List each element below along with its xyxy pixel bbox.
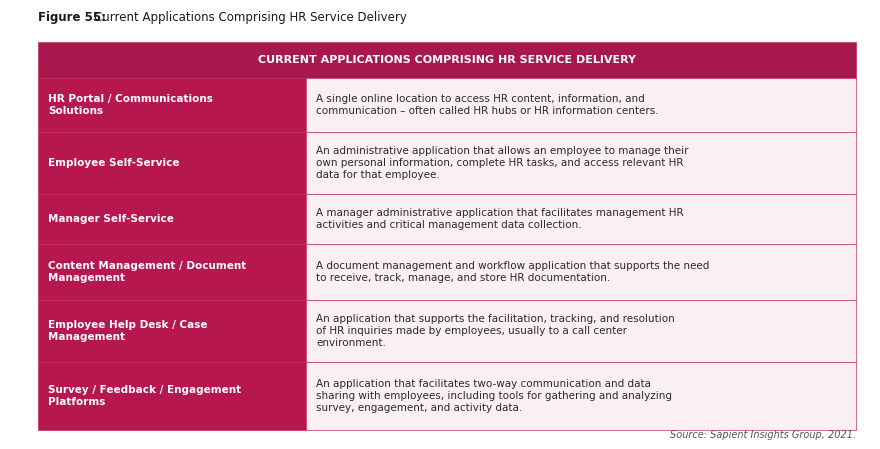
- Bar: [306, 300, 856, 362]
- Text: A manager administrative application that facilitates management HR
activities a: A manager administrative application tha…: [316, 208, 684, 230]
- Text: An administrative application that allows an employee to manage their
own person: An administrative application that allow…: [316, 146, 688, 180]
- Bar: [38, 132, 306, 194]
- Bar: [38, 300, 306, 362]
- Text: A single online location to access HR content, information, and
communication – : A single online location to access HR co…: [316, 94, 658, 116]
- Bar: [306, 194, 856, 244]
- Bar: [38, 194, 306, 244]
- Text: An application that facilitates two-way communication and data
sharing with empl: An application that facilitates two-way …: [316, 379, 672, 413]
- Bar: [306, 78, 856, 132]
- Bar: [306, 244, 856, 300]
- Bar: [306, 132, 856, 194]
- Text: Employee Help Desk / Case
Management: Employee Help Desk / Case Management: [48, 320, 208, 342]
- Text: Survey / Feedback / Engagement
Platforms: Survey / Feedback / Engagement Platforms: [48, 385, 241, 407]
- Text: CURRENT APPLICATIONS COMPRISING HR SERVICE DELIVERY: CURRENT APPLICATIONS COMPRISING HR SERVI…: [258, 55, 636, 65]
- Text: An application that supports the facilitation, tracking, and resolution
of HR in: An application that supports the facilit…: [316, 314, 675, 348]
- Bar: [38, 42, 856, 78]
- Text: HR Portal / Communications
Solutions: HR Portal / Communications Solutions: [48, 94, 213, 116]
- Text: Content Management / Document
Management: Content Management / Document Management: [48, 261, 246, 283]
- Bar: [38, 244, 306, 300]
- Text: Manager Self-Service: Manager Self-Service: [48, 214, 174, 224]
- Text: Source: Sapient Insights Group, 2021.: Source: Sapient Insights Group, 2021.: [670, 430, 856, 440]
- Text: Current Applications Comprising HR Service Delivery: Current Applications Comprising HR Servi…: [94, 12, 407, 25]
- Text: A document management and workflow application that supports the need
to receive: A document management and workflow appli…: [316, 261, 709, 283]
- Bar: [306, 362, 856, 430]
- Text: Figure 55:: Figure 55:: [38, 12, 106, 25]
- Text: Employee Self-Service: Employee Self-Service: [48, 158, 180, 168]
- Bar: [38, 362, 306, 430]
- Bar: [38, 78, 306, 132]
